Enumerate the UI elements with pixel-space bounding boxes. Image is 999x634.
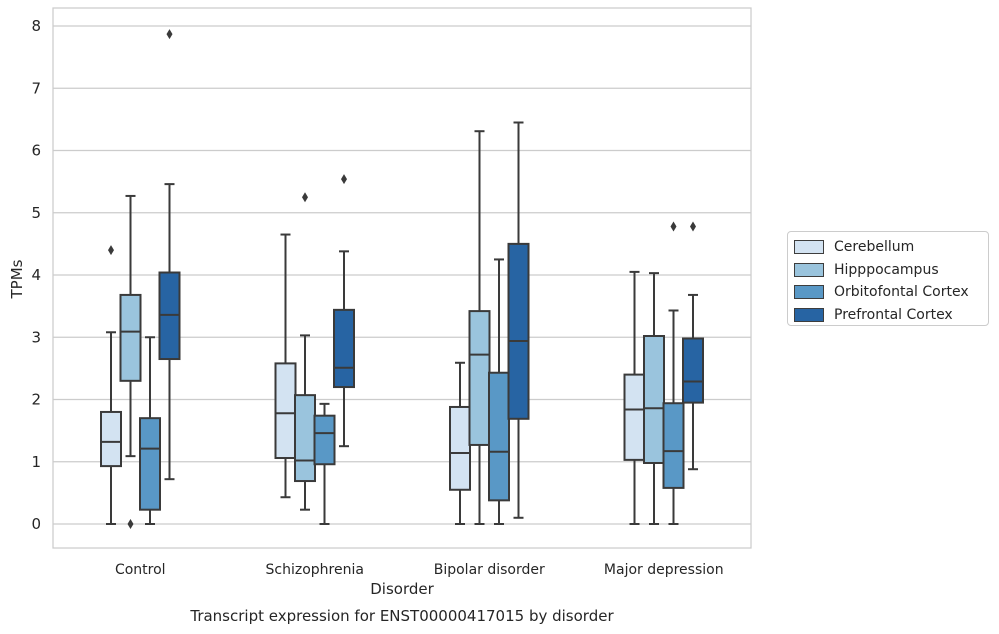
box-control-cerebellum: [100, 245, 122, 525]
y-tick-label-2: 2: [31, 391, 41, 409]
box-schizophrenia-prefrontal-cortex-iqr: [333, 308, 355, 389]
box-schizophrenia-cerebellum: [274, 233, 297, 499]
box-major-depression-hipppocampus: [643, 272, 665, 525]
legend-label-hipppocampus: Hipppocampus: [834, 261, 939, 278]
box-control-hipppocampus: [119, 194, 142, 529]
box-bipolar-disorder-hipppocampus-iqr: [468, 310, 491, 446]
box-control-cerebellum-iqr: [100, 410, 122, 468]
box-bipolar-disorder-cerebellum-iqr: [449, 405, 471, 491]
box-bipolar-disorder-orbitofontal-cortex: [488, 258, 510, 525]
box-schizophrenia-hipppocampus-iqr: [294, 394, 316, 483]
y-tick-label-4: 4: [31, 266, 41, 284]
y-tick-label-8: 8: [31, 17, 41, 35]
box-major-depression-orbitofontal-cortex: [662, 221, 685, 525]
plot-frame: [52, 7, 752, 549]
box-bipolar-disorder-prefrontal-cortex: [507, 121, 530, 519]
x-tick-label-schizophrenia: Schizophrenia: [266, 562, 364, 578]
x-tick-label-bipolar-disorder: Bipolar disorder: [434, 562, 545, 578]
box-major-depression-orbitofontal-cortex-iqr: [662, 402, 685, 489]
legend-item-cerebellum: Cerebellum: [792, 236, 988, 259]
y-tick-label-0: 0: [31, 515, 41, 533]
y-tick-label-6: 6: [31, 142, 41, 160]
box-major-depression-cerebellum: [623, 270, 646, 525]
y-tick-label-1: 1: [31, 453, 41, 471]
legend-item-prefrontal-cortex: Prefrontal Cortex: [792, 304, 988, 327]
box-layer: [100, 29, 704, 529]
legend-item-hipppocampus: Hipppocampus: [792, 259, 988, 282]
box-schizophrenia-prefrontal-cortex-outlier-0: [341, 174, 347, 185]
x-axis-label: Disorder: [370, 580, 434, 598]
legend-item-orbitofontal-cortex: Orbitofontal Cortex: [792, 281, 988, 304]
box-bipolar-disorder-prefrontal-cortex-iqr: [507, 242, 530, 420]
legend-swatch-orbitofontal-cortex: [794, 285, 824, 300]
y-tick-label-5: 5: [31, 204, 41, 222]
legend-label-prefrontal-cortex: Prefrontal Cortex: [834, 306, 953, 323]
box-schizophrenia-orbitofontal-cortex-iqr: [313, 414, 336, 466]
box-control-orbitofontal-cortex-iqr: [139, 417, 161, 511]
y-tick-labels: 0 1 2 3 4 5 6 7 8: [31, 17, 41, 533]
y-tick-label-7: 7: [31, 79, 41, 97]
box-bipolar-disorder-cerebellum: [449, 361, 471, 525]
legend-label-orbitofontal-cortex: Orbitofontal Cortex: [834, 284, 969, 301]
box-major-depression-orbitofontal-cortex-outlier-0: [670, 221, 677, 232]
x-tick-label-control: Control: [115, 562, 166, 578]
box-control-hipppocampus-iqr: [119, 293, 142, 382]
box-control-prefrontal-cortex: [158, 29, 181, 481]
box-bipolar-disorder-orbitofontal-cortex-iqr: [488, 371, 510, 502]
y-tick-label-3: 3: [31, 328, 41, 346]
box-control-orbitofontal-cortex: [139, 336, 161, 525]
box-control-cerebellum-outlier-0: [108, 245, 114, 256]
box-schizophrenia-orbitofontal-cortex: [313, 402, 336, 525]
box-schizophrenia-prefrontal-cortex: [333, 174, 355, 448]
box-major-depression-cerebellum-iqr: [623, 373, 646, 461]
legend-swatch-prefrontal-cortex: [794, 307, 824, 322]
box-control-hipppocampus-outlier-0: [127, 519, 134, 529]
box-bipolar-disorder-hipppocampus: [468, 130, 491, 525]
legend: Cerebellum Hipppocampus Orbitofontal Cor…: [787, 231, 989, 326]
legend-swatch-cerebellum: [794, 240, 824, 255]
box-schizophrenia-cerebellum-iqr: [274, 362, 297, 460]
legend-label-cerebellum: Cerebellum: [834, 239, 915, 256]
box-major-depression-prefrontal-cortex: [682, 221, 704, 471]
x-tick-label-major-depression: Major depression: [604, 562, 724, 578]
chart-title: Transcript expression for ENST0000041701…: [190, 607, 614, 625]
box-major-depression-prefrontal-cortex-outlier-0: [690, 221, 696, 232]
box-control-prefrontal-cortex-outlier-0: [166, 29, 173, 40]
box-schizophrenia-hipppocampus-outlier-0: [302, 192, 308, 203]
box-major-depression-hipppocampus-iqr: [643, 335, 665, 464]
y-axis-label: TPMs: [8, 259, 26, 299]
box-major-depression-prefrontal-cortex-iqr: [682, 337, 704, 404]
x-tick-labels: Control Schizophrenia Bipolar disorder Majo…: [115, 562, 724, 578]
legend-swatch-hipppocampus: [794, 262, 824, 277]
box-schizophrenia-hipppocampus: [294, 192, 316, 511]
